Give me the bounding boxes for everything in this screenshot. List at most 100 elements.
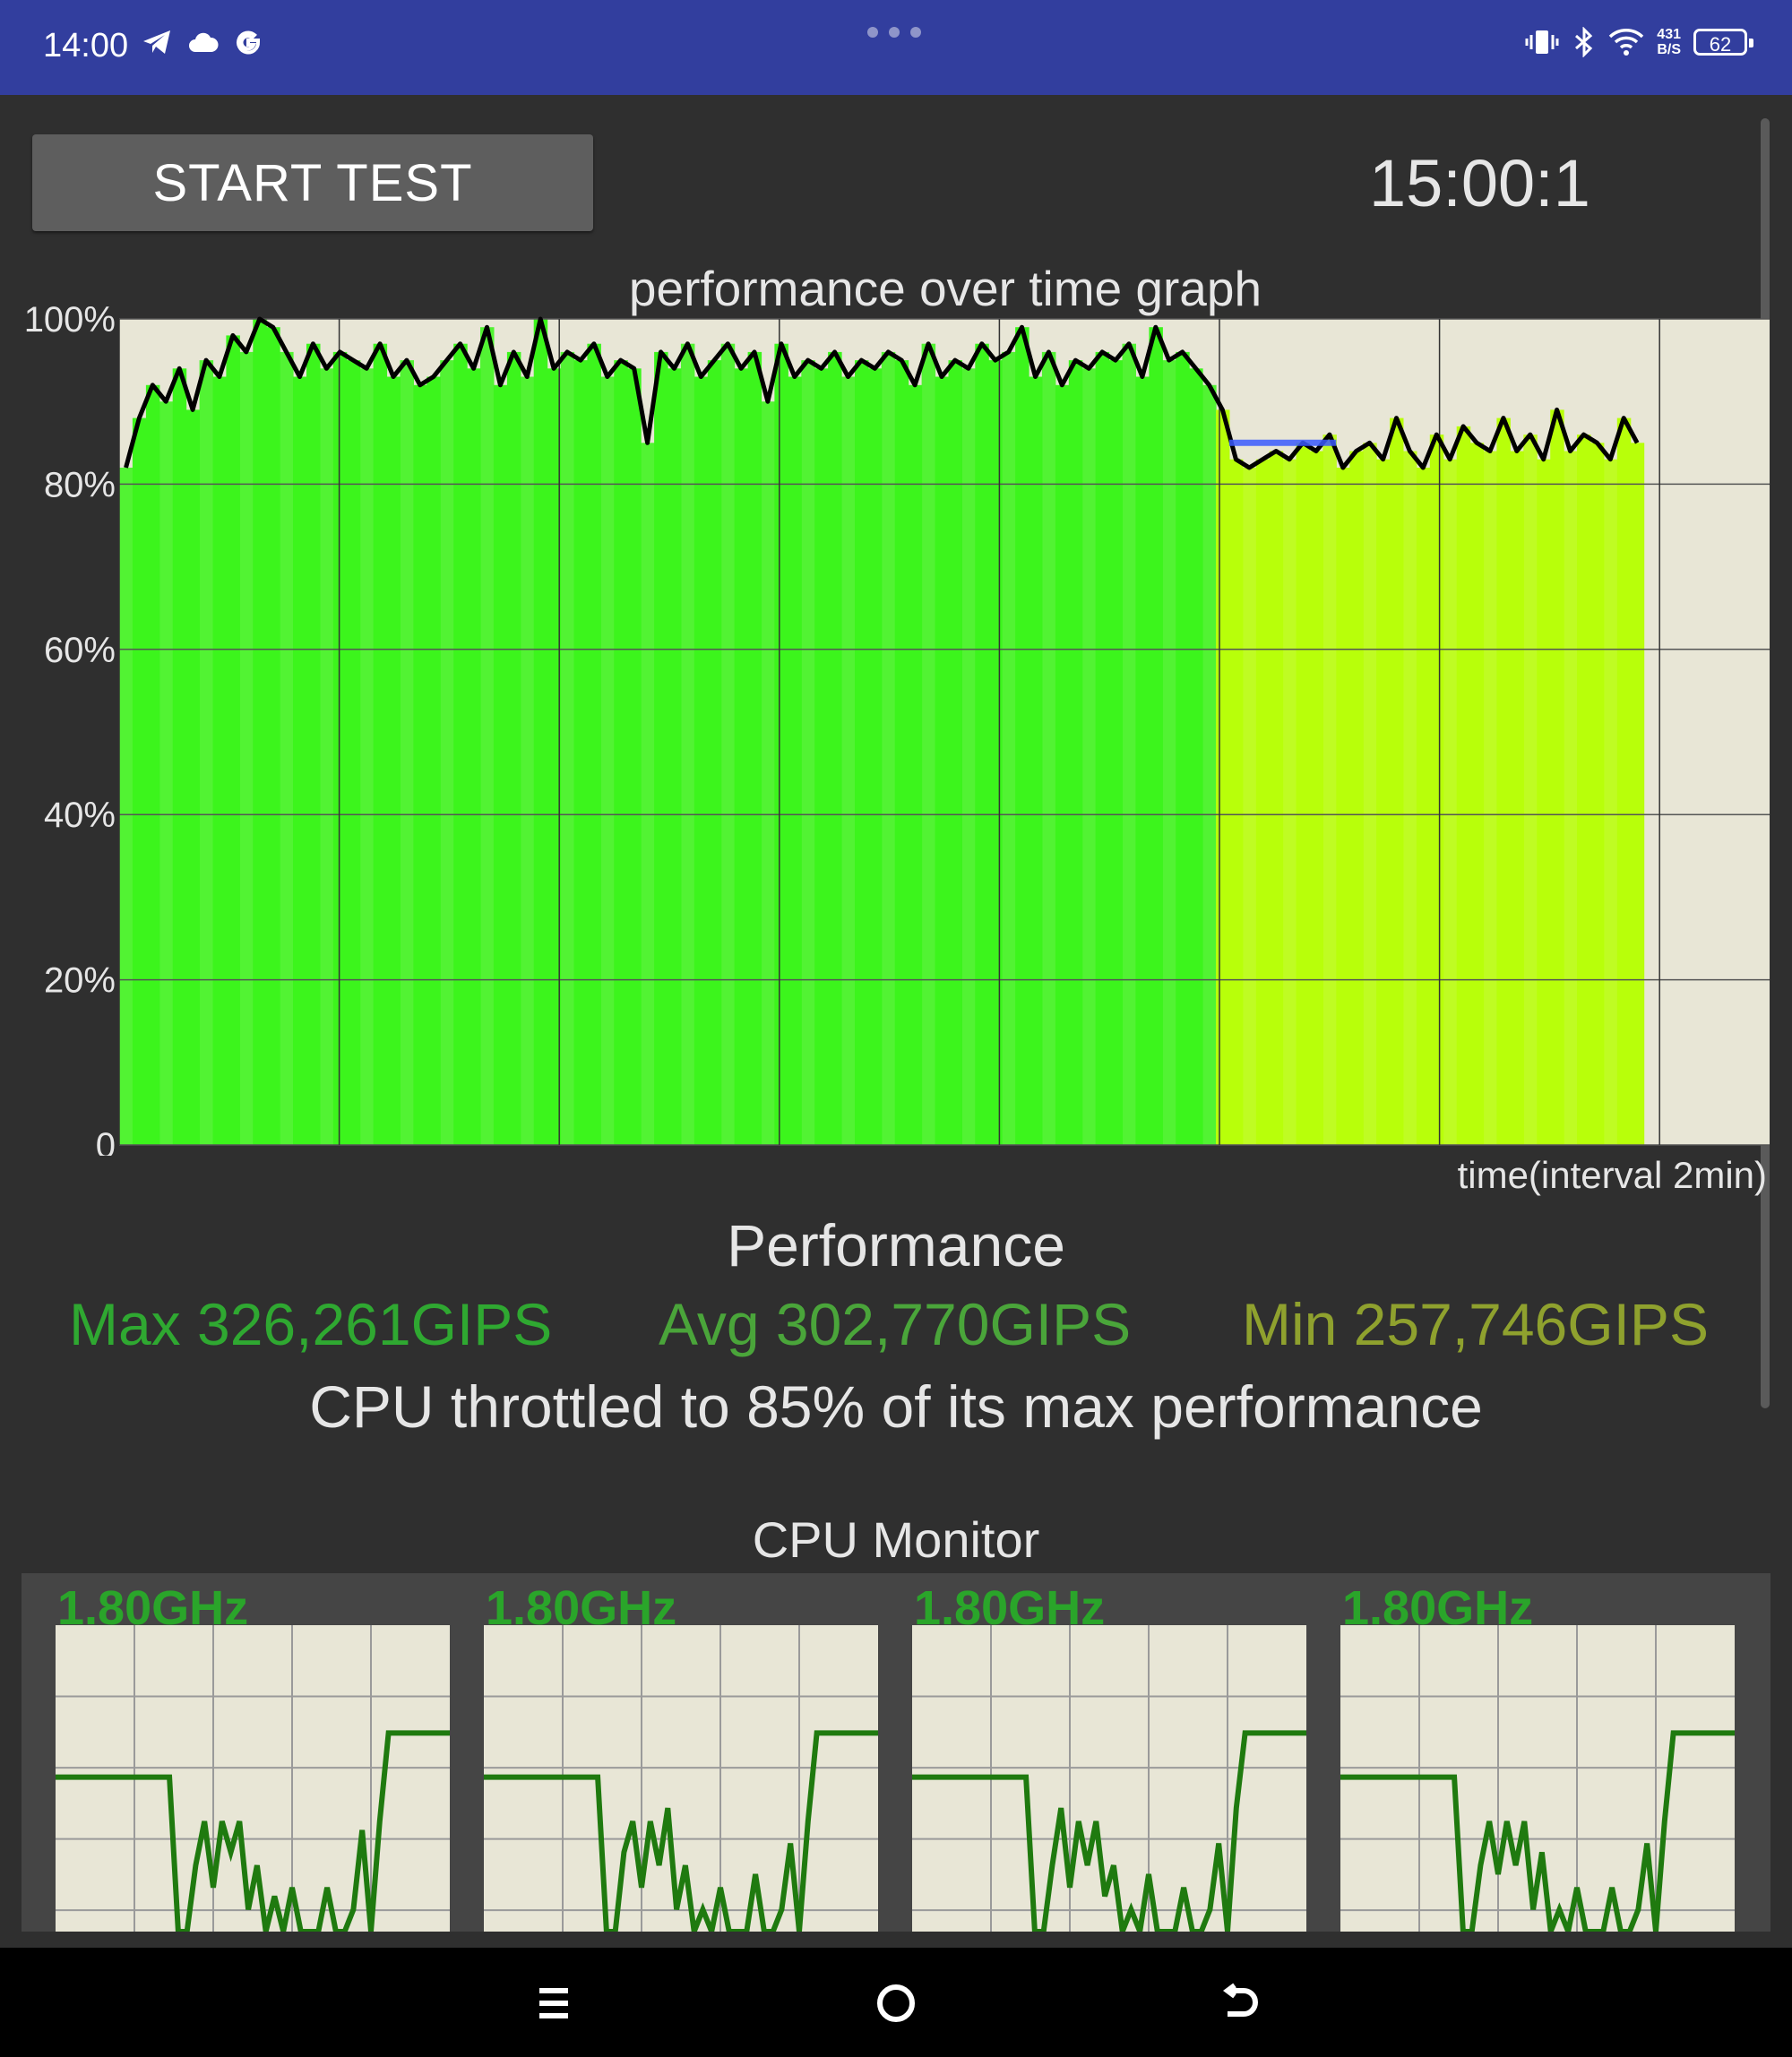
performance-bar xyxy=(948,360,962,1146)
performance-bar xyxy=(654,351,668,1145)
x-axis-label: time(interval 2min) xyxy=(1457,1154,1767,1196)
performance-bar xyxy=(280,351,294,1145)
performance-bar xyxy=(855,360,869,1146)
performance-bar xyxy=(1176,351,1190,1145)
status-bar: 14:00 431 B/S 62 xyxy=(0,0,1792,95)
core-graph xyxy=(1340,1625,1735,1932)
performance-bar xyxy=(1228,459,1244,1145)
performance-bar xyxy=(212,376,227,1145)
performance-bar xyxy=(293,376,307,1145)
performance-bar xyxy=(346,360,361,1146)
performance-bar xyxy=(1616,417,1632,1146)
performance-bar xyxy=(988,360,1003,1146)
performance-bar xyxy=(921,343,936,1145)
y-tick-label: 0 xyxy=(96,1126,116,1156)
performance-bar xyxy=(573,360,588,1146)
performance-bar xyxy=(1510,451,1524,1145)
performance-bar xyxy=(1135,376,1150,1145)
performance-bar xyxy=(1068,360,1083,1146)
performance-bar xyxy=(1416,468,1431,1145)
performance-bar xyxy=(1108,360,1124,1146)
performance-bar xyxy=(145,384,160,1145)
performance-bar xyxy=(1349,451,1364,1145)
performance-bar xyxy=(1537,459,1551,1145)
performance-bar xyxy=(119,468,134,1145)
performance-bar xyxy=(1363,443,1377,1145)
performance-bar xyxy=(1309,451,1323,1145)
performance-bar xyxy=(1029,376,1043,1145)
performance-bar xyxy=(547,368,562,1145)
performance-bar xyxy=(734,368,749,1145)
performance-bar xyxy=(506,351,521,1145)
performance-bar xyxy=(426,376,441,1145)
performance-bar xyxy=(1496,417,1511,1146)
core-frequency-trace xyxy=(912,1730,1306,1932)
performance-bar xyxy=(1162,360,1176,1146)
performance-bar xyxy=(386,376,401,1145)
performance-bar xyxy=(226,335,240,1145)
avg-performance: Avg 302,770GIPS xyxy=(659,1291,1132,1357)
cpu-core-4: 1.80GHz xyxy=(1306,1573,1735,1932)
performance-bar xyxy=(627,368,642,1145)
core-frequency-trace xyxy=(56,1730,450,1932)
performance-bar xyxy=(894,360,909,1146)
performance-bar xyxy=(761,401,775,1145)
performance-bar xyxy=(1189,368,1203,1145)
google-icon xyxy=(237,30,261,55)
performance-bar xyxy=(720,343,736,1145)
overflow-dots[interactable] xyxy=(867,27,921,38)
performance-bar xyxy=(668,368,682,1145)
performance-bar xyxy=(867,368,883,1145)
performance-bar xyxy=(440,360,454,1146)
performance-bar xyxy=(1483,451,1497,1145)
start-test-button[interactable]: START TEST xyxy=(32,134,593,231)
y-tick-label: 80% xyxy=(44,465,116,504)
throttle-message: CPU throttled to 85% of its max performa… xyxy=(309,1373,1483,1440)
navigation-bar xyxy=(0,1948,1792,2057)
performance-bar xyxy=(1015,327,1030,1145)
performance-chart: 0 20% 40% 60% 80% 100% xyxy=(24,305,1770,1156)
status-time: 14:00 xyxy=(43,27,129,65)
performance-bar xyxy=(788,376,802,1145)
performance-bar xyxy=(1443,459,1458,1145)
performance-bar xyxy=(413,384,427,1145)
performance-bar xyxy=(520,376,535,1145)
performance-bar xyxy=(814,368,829,1145)
performance-bar xyxy=(1577,435,1591,1146)
performance-bar xyxy=(1376,459,1391,1145)
performance-bar xyxy=(1041,351,1056,1145)
cloud-icon xyxy=(189,32,219,52)
performance-bar xyxy=(961,368,976,1145)
performance-bar xyxy=(828,351,842,1145)
vibrate-icon xyxy=(1525,30,1559,54)
performance-bar xyxy=(680,343,695,1145)
performance-bar xyxy=(1564,451,1578,1145)
y-tick-label: 40% xyxy=(44,796,116,835)
performance-bar xyxy=(614,360,628,1146)
performance-bar xyxy=(1336,468,1350,1145)
performance-bar xyxy=(1055,384,1070,1145)
performance-bar xyxy=(1002,351,1016,1145)
performance-bar xyxy=(841,376,856,1145)
net-speed: 431 B/S xyxy=(1657,27,1681,57)
performance-bar xyxy=(560,351,575,1145)
performance-bar xyxy=(1216,409,1230,1145)
performance-bar xyxy=(319,368,334,1145)
performance-bar xyxy=(172,368,187,1145)
back-icon[interactable] xyxy=(1213,1976,1267,2030)
home-icon[interactable] xyxy=(869,1976,923,2030)
core-frequency-trace xyxy=(484,1730,878,1932)
menu-icon[interactable] xyxy=(527,1976,581,2030)
performance-bar xyxy=(1269,451,1284,1145)
y-tick-label: 20% xyxy=(44,961,116,1001)
wifi-icon xyxy=(1609,29,1644,56)
performance-bar xyxy=(493,384,508,1145)
performance-bar xyxy=(453,343,468,1145)
performance-bar xyxy=(694,376,709,1145)
max-performance: Max 326,261GIPS xyxy=(69,1291,553,1357)
performance-bar xyxy=(1390,417,1404,1146)
performance-bar xyxy=(801,360,815,1146)
performance-bar xyxy=(533,319,548,1145)
performance-bar xyxy=(641,443,655,1145)
performance-bar xyxy=(359,368,375,1145)
